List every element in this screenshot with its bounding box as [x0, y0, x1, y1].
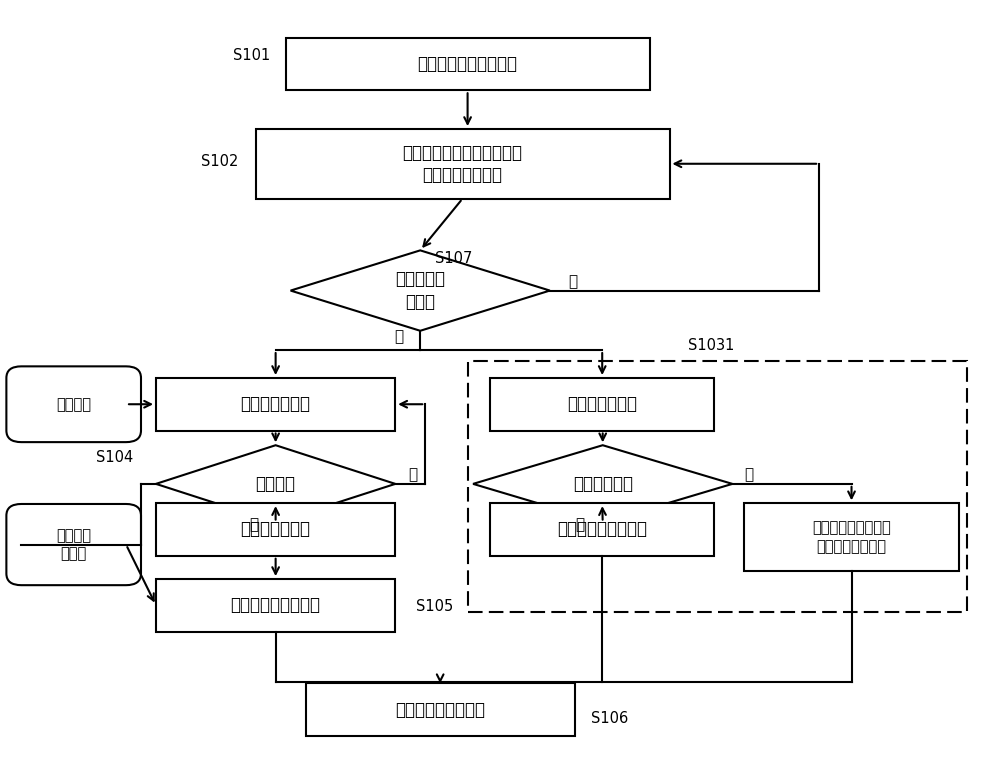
Bar: [156, 378, 395, 431]
Text: S106: S106: [591, 711, 628, 726]
FancyBboxPatch shape: [6, 366, 141, 442]
Text: 计算标定图像素尺寸: 计算标定图像素尺寸: [231, 596, 321, 615]
Polygon shape: [156, 445, 395, 522]
Text: 计算单应性矩阵: 计算单应性矩阵: [241, 521, 311, 539]
Bar: [156, 503, 395, 556]
Text: S101: S101: [233, 48, 271, 63]
Bar: [156, 579, 395, 632]
Text: 摄像机拍摄包含标定图与目
标物体的场景图像: 摄像机拍摄包含标定图与目 标物体的场景图像: [403, 144, 523, 184]
Text: 计算目标物像素尺寸: 计算目标物像素尺寸: [557, 521, 647, 539]
Bar: [286, 38, 650, 90]
Text: 是: 是: [576, 518, 585, 532]
Bar: [256, 129, 670, 199]
Text: S102: S102: [201, 154, 239, 169]
Bar: [490, 378, 714, 431]
Text: 是: 是: [250, 518, 259, 532]
Text: 目标物轮廓检测: 目标物轮廓检测: [567, 395, 637, 414]
Text: S104: S104: [96, 450, 133, 465]
Text: S107: S107: [435, 251, 473, 265]
Bar: [744, 503, 959, 571]
Text: S105: S105: [416, 598, 453, 614]
Text: 否: 否: [568, 275, 577, 289]
Bar: [306, 684, 575, 736]
Text: 模板图像: 模板图像: [56, 397, 91, 412]
Text: 否: 否: [408, 467, 417, 482]
Polygon shape: [473, 445, 732, 522]
Text: S1031: S1031: [688, 338, 734, 353]
Text: 轮廓检测成功: 轮廓检测成功: [573, 475, 633, 493]
Text: 框选区域像素尺寸作
为目标物像素尺寸: 框选区域像素尺寸作 为目标物像素尺寸: [812, 521, 891, 554]
Text: 否: 否: [744, 467, 753, 482]
Text: 图像检测与配准: 图像检测与配准: [241, 395, 311, 414]
FancyBboxPatch shape: [6, 504, 141, 585]
Text: 配准成功: 配准成功: [256, 475, 296, 493]
Text: 目标物附近放置标定物: 目标物附近放置标定物: [418, 55, 518, 73]
Text: 是: 是: [394, 330, 403, 345]
Polygon shape: [291, 251, 550, 331]
Bar: [468, 361, 967, 612]
Text: 标定图实
际尺寸: 标定图实 际尺寸: [56, 528, 91, 561]
Text: 用户框选目
标区域: 用户框选目 标区域: [395, 271, 445, 310]
Text: 计算目标物实际尺寸: 计算目标物实际尺寸: [395, 701, 485, 719]
Bar: [490, 503, 714, 556]
